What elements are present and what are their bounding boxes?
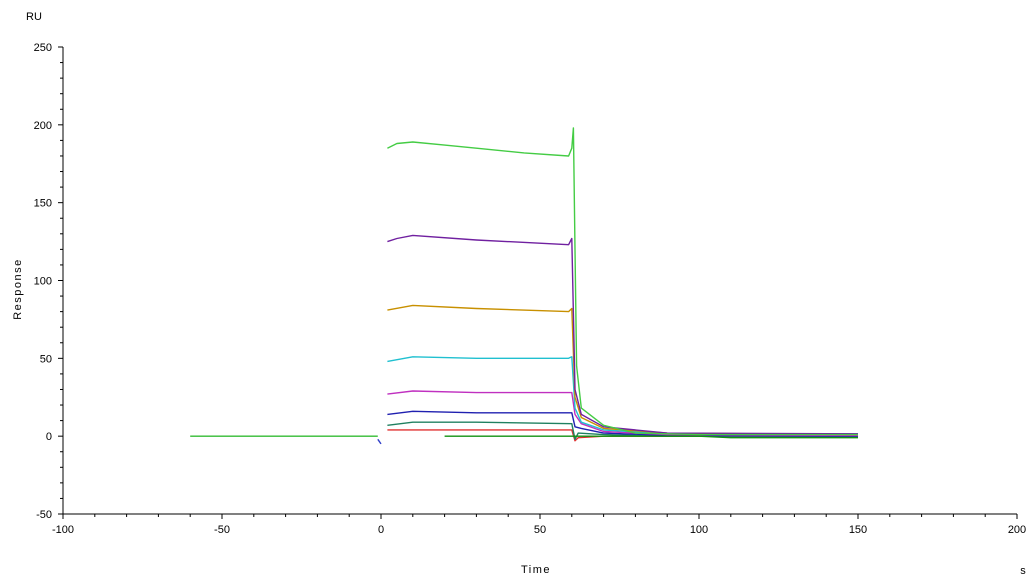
x-tick-label: 100: [690, 524, 708, 536]
y-ticks: -50 0 50 100 150 200 250: [34, 42, 63, 521]
x-tick-label: -50: [214, 524, 230, 536]
x-tick-label: 50: [534, 524, 546, 536]
y-tick-label: 0: [46, 431, 52, 443]
series-line-5: [387, 410, 859, 437]
series-line-9: [387, 234, 859, 435]
x-unit-label: s: [1020, 565, 1026, 577]
series-line-7: [387, 356, 858, 435]
plot-lines: [190, 127, 859, 445]
y-tick-label: 150: [34, 198, 52, 210]
x-tick-label: 200: [1008, 524, 1026, 536]
x-ticks: -100 -50 0 50 100 150 200: [52, 514, 1026, 536]
series-line-10: [444, 435, 858, 439]
y-unit-label: RU: [26, 11, 42, 23]
x-tick-label: 150: [849, 524, 867, 536]
y-tick-label: 200: [34, 120, 52, 132]
y-tick-label: -50: [36, 509, 52, 521]
x-axis-title: Time: [521, 564, 551, 576]
series-line-8: [387, 304, 859, 436]
x-tick-label: -100: [52, 524, 74, 536]
series-line-2: [377, 438, 382, 445]
series-line-11: [387, 127, 858, 436]
y-tick-label: 250: [34, 42, 52, 54]
y-axis-title: Response: [12, 258, 24, 320]
x-tick-label: 0: [378, 524, 384, 536]
y-tick-label: 50: [40, 353, 52, 365]
y-tick-label: 100: [34, 276, 52, 288]
